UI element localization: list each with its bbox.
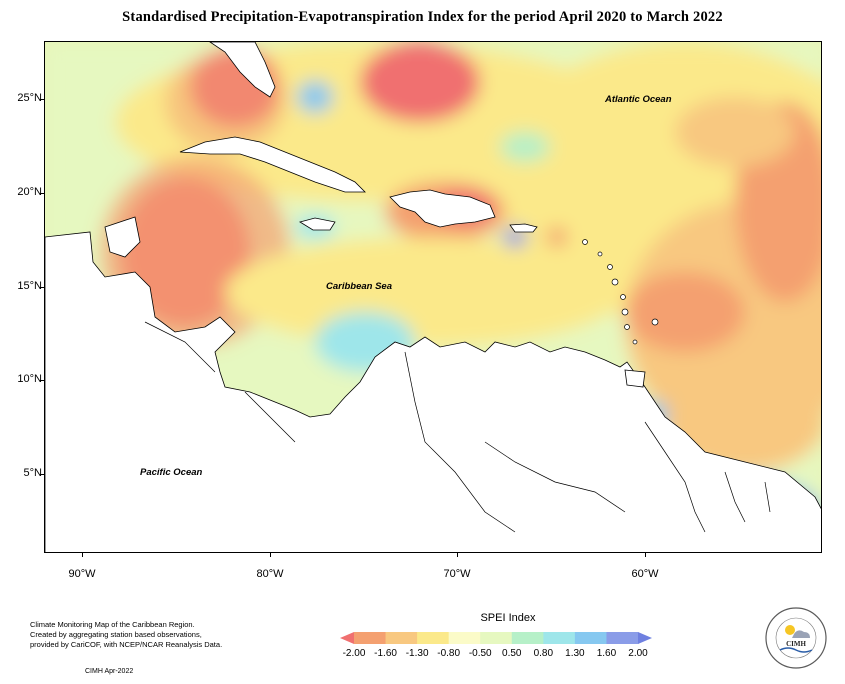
note-line: Created by aggregating station based obs… [30,630,202,639]
spei-field [45,42,821,552]
legend-value: 1.60 [596,648,617,659]
map-notes: Climate Monitoring Map of the Caribbean … [30,620,260,650]
lat-tick [40,380,44,381]
legend-value: 0.80 [533,648,554,659]
legend-swatch-min [340,632,354,644]
legend-value: -1.30 [405,648,429,659]
lesser-antilles [582,239,659,345]
lon-tick [457,553,458,557]
note-line: Climate Monitoring Map of the Caribbean … [30,620,195,629]
legend-value: 1.30 [565,648,585,659]
label-pacific-ocean: Pacific Ocean [140,467,203,478]
legend-value: 2.00 [628,648,648,659]
legend-swatch-max [638,632,652,644]
legend-swatch [574,632,607,644]
lon-tick [645,553,646,557]
lat-tick [40,474,44,475]
lat-tick [40,99,44,100]
lon-label-70w: 70°W [443,568,471,580]
lat-label-20n: 20°N [17,186,42,198]
label-atlantic-ocean: Atlantic Ocean [605,94,672,105]
legend-swatch [543,632,576,644]
legend-value: -0.50 [468,648,492,659]
cimh-logo: CIMH [765,607,827,669]
logo-text: CIMH [786,640,806,648]
date-stamp: CIMH Apr-2022 [85,668,134,675]
legend-swatch [385,632,418,644]
lon-tick [82,553,83,557]
note-line: provided by CariCOF, with NCEP/NCAR Rean… [30,640,223,649]
lat-label-25n: 25°N [17,92,42,104]
legend-title: SPEI Index [480,612,536,624]
sun-icon [785,625,795,635]
lon-label-80w: 80°W [256,568,284,580]
legend-swatch [511,632,544,644]
legend-swatch [354,632,387,644]
wave-icon [779,647,813,653]
legend-value: 0.50 [502,648,522,659]
legend-swatch [606,632,639,644]
map-title: Standardised Precipitation-Evapotranspir… [122,9,723,25]
label-caribbean-sea: Caribbean Sea [326,281,392,292]
lat-label-5n: 5°N [23,467,42,479]
legend-swatch [480,632,513,644]
legend-value: -0.80 [437,648,461,659]
legend-swatch [448,632,481,644]
legend-colorbar [340,632,652,644]
legend-value: -2.00 [342,648,366,659]
lat-label-15n: 15°N [17,280,42,292]
lat-label-10n: 10°N [17,373,42,385]
lat-tick [40,193,44,194]
lon-label-60w: 60°W [631,568,659,580]
legend-swatch [417,632,450,644]
legend-value: -1.60 [374,648,397,659]
spei-map [44,41,822,553]
lat-tick [40,287,44,288]
lon-label-90w: 90°W [68,568,96,580]
cloud-icon [792,630,810,638]
land-outlines [45,42,821,552]
legend-labels: -2.00 -1.60 -1.30 -0.80 -0.50 0.50 0.80 1.30 1.6… [340,648,652,662]
lon-tick [270,553,271,557]
map-canvas [45,42,821,552]
country-borders [144,321,771,533]
